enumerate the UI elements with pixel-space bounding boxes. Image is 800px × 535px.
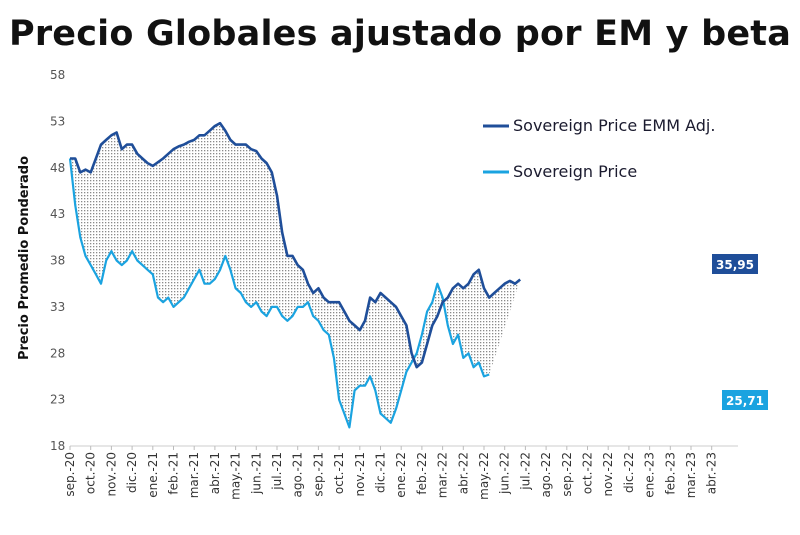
x-tick-label: may.-22 — [477, 452, 491, 500]
end-label-box-dark — [712, 254, 758, 274]
x-tick-label: mar.-22 — [436, 452, 450, 498]
x-tick-label: oct.-22 — [581, 452, 595, 494]
y-tick-label: 18 — [50, 439, 65, 453]
series-line-sovereign-price — [68, 158, 490, 429]
x-tick-label: ene.-22 — [394, 452, 408, 498]
legend: Sovereign Price EMM Adj. Sovereign Price — [483, 116, 715, 181]
x-axis-ticks: sep.-20 oct.-20 nov.-20 dic.-20 ene.-21 feb.-… — [63, 446, 719, 500]
x-tick-label: mar.-21 — [187, 452, 201, 498]
x-tick-label: ene.-21 — [146, 452, 160, 498]
x-tick-label: abr.-21 — [208, 452, 222, 494]
y-tick-label: 38 — [50, 254, 65, 268]
legend-label-emm-adj: Sovereign Price EMM Adj. — [513, 116, 715, 135]
x-tick-label: ago.-21 — [291, 452, 305, 498]
x-tick-label: nov.-20 — [104, 452, 118, 497]
x-tick-label: sep.-20 — [63, 452, 77, 497]
x-tick-label: feb.-23 — [663, 452, 677, 495]
x-tick-label: nov.-21 — [353, 452, 367, 497]
x-tick-label: jul.-21 — [270, 452, 284, 491]
y-tick-label: 48 — [50, 161, 65, 175]
y-tick-label: 53 — [50, 114, 65, 128]
x-tick-label: nov.-22 — [601, 452, 615, 497]
x-tick-label: sep.-22 — [560, 452, 574, 497]
x-tick-label: feb.-22 — [415, 452, 429, 495]
y-tick-label: 58 — [50, 68, 65, 82]
spread-fill-area — [70, 123, 521, 428]
x-tick-label: dic.-21 — [374, 452, 388, 493]
y-axis-ticks: 18 23 28 33 38 43 48 53 58 — [50, 68, 65, 453]
x-tick-label: dic.-22 — [622, 452, 636, 493]
end-label-sovereign-price: 25,71 — [722, 390, 768, 410]
x-tick-label: feb.-21 — [167, 452, 181, 495]
x-tick-label: mar.-23 — [684, 452, 698, 498]
end-label-emm-adj: 35,95 — [712, 254, 758, 274]
x-tick-label: dic.-20 — [125, 452, 139, 493]
y-tick-label: 23 — [50, 393, 65, 407]
series-line-sovereign-price-emm-adj — [70, 121, 522, 369]
x-tick-label: abr.-22 — [456, 452, 470, 494]
legend-label-sovereign-price: Sovereign Price — [513, 162, 637, 181]
chart-title: Precio Globales ajustado por EM y beta — [8, 14, 792, 54]
x-tick-label: jun.-21 — [249, 452, 263, 495]
x-tick-label: ago.-22 — [539, 452, 553, 498]
y-tick-label: 43 — [50, 207, 65, 221]
x-tick-label: oct.-21 — [332, 452, 346, 494]
y-tick-label: 33 — [50, 300, 65, 314]
x-tick-label: jul.-22 — [518, 452, 532, 491]
x-tick-label: abr.-23 — [705, 452, 719, 494]
end-label-box-light — [722, 390, 768, 410]
y-axis-label: Precio Promedio Ponderado — [17, 156, 32, 360]
end-label-text-dark: 35,95 — [716, 258, 754, 272]
x-tick-label: ene.-23 — [643, 452, 657, 498]
end-label-text-light: 25,71 — [726, 394, 764, 408]
x-tick-label: jun.-22 — [498, 452, 512, 495]
y-tick-label: 28 — [50, 346, 65, 360]
x-tick-label: may.-21 — [229, 452, 243, 500]
x-tick-label: oct.-20 — [84, 452, 98, 494]
x-tick-label: sep.-21 — [311, 452, 325, 497]
